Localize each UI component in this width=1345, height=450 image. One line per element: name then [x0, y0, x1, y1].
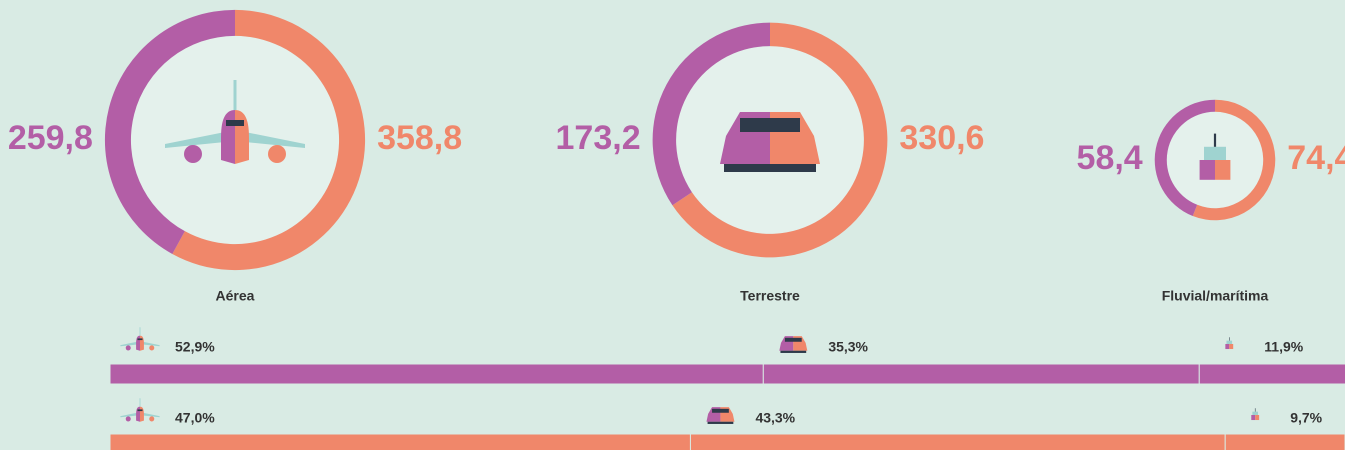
value-label: 173,2 — [556, 119, 641, 157]
hull-left — [1225, 344, 1230, 350]
bar-segment — [762, 363, 1200, 385]
value-label: 358,8 — [377, 119, 462, 157]
cockpit — [137, 338, 143, 341]
bar-segment — [1198, 363, 1345, 385]
donut-title: Terrestre — [740, 288, 800, 304]
engine-l — [125, 345, 131, 351]
ship-icon — [1225, 337, 1234, 350]
windshield — [784, 337, 802, 342]
donut-segment — [1154, 99, 1215, 217]
value-label: 330,6 — [899, 119, 984, 157]
ship-icon — [1251, 408, 1260, 421]
windshield — [740, 118, 800, 132]
value-label: 74,4 — [1287, 139, 1345, 177]
engine-l — [184, 145, 202, 163]
plane-icon — [165, 80, 305, 164]
deck — [1204, 146, 1226, 160]
car-icon — [706, 407, 735, 424]
donut-segment — [172, 9, 366, 271]
ship-icon — [1199, 133, 1231, 180]
hull-right — [1255, 415, 1260, 421]
bar-label: 11,9% — [1264, 339, 1303, 355]
deck — [1226, 340, 1233, 344]
bar-label: 9,7% — [1290, 410, 1322, 426]
value-label: 58,4 — [1077, 139, 1143, 177]
car-icon — [779, 336, 808, 353]
hull-right — [1215, 160, 1231, 180]
bar-label: 47,0% — [175, 410, 215, 426]
bumper — [780, 350, 807, 353]
bar-label: 43,3% — [755, 410, 795, 426]
engine-r — [268, 145, 286, 163]
donut-segment — [104, 9, 235, 254]
plane-icon — [120, 398, 160, 422]
deck — [1252, 411, 1259, 415]
engine-l — [125, 416, 131, 422]
bar-segment — [109, 363, 764, 385]
hull-left — [1251, 415, 1256, 421]
bar-label: 52,9% — [175, 339, 215, 355]
cockpit — [226, 120, 244, 126]
bar-segment — [689, 433, 1226, 450]
windshield — [712, 408, 729, 413]
plane-icon — [120, 327, 160, 351]
donut-title: Fluvial/marítima — [1162, 288, 1269, 304]
cockpit — [137, 409, 143, 412]
car-icon — [720, 112, 820, 172]
value-label: 259,8 — [8, 119, 93, 157]
engine-r — [149, 416, 155, 422]
donut-segment — [1192, 99, 1276, 221]
bumper — [707, 421, 734, 424]
donut-segment — [652, 22, 770, 206]
bar-label: 35,3% — [828, 339, 868, 355]
bar-segment — [109, 433, 691, 450]
hull-left — [1199, 160, 1215, 180]
engine-r — [149, 345, 155, 351]
donut-title: Aérea — [216, 288, 255, 304]
bumper — [724, 164, 816, 172]
bar-segment — [1224, 433, 1345, 450]
hull-right — [1229, 344, 1234, 350]
